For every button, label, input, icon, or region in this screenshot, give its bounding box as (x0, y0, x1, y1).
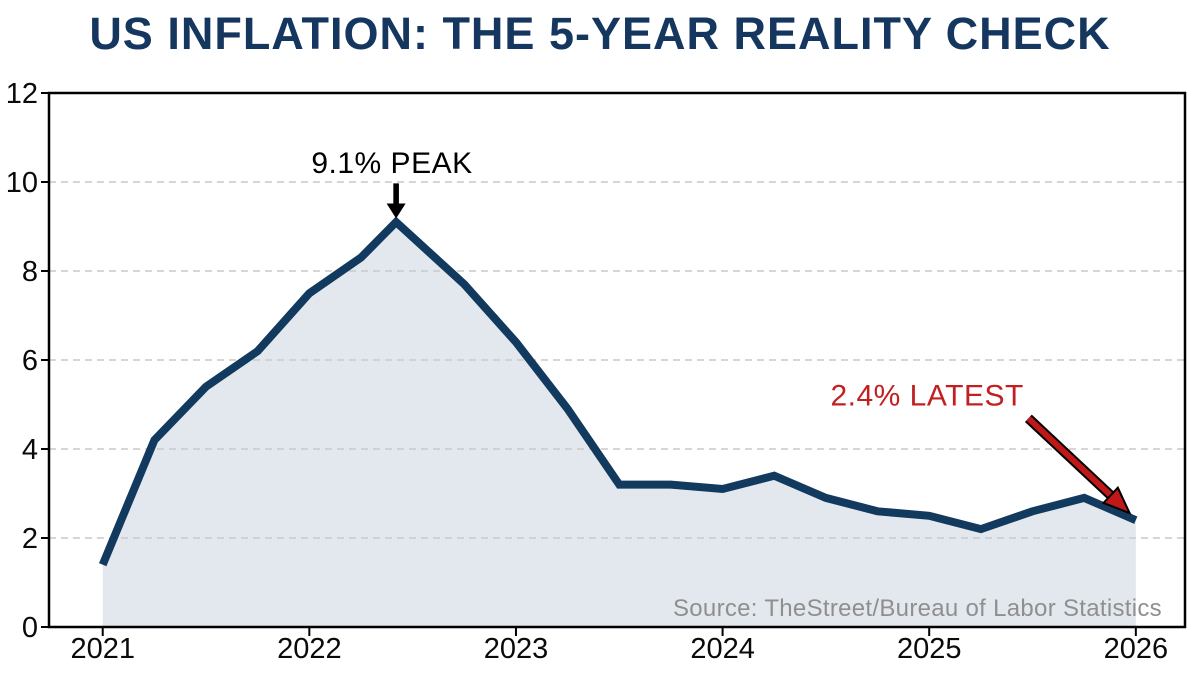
x-tick-label: 2022 (277, 633, 342, 665)
peak-annotation: 9.1% PEAK (311, 147, 472, 219)
data-line-layer (99, 216, 1138, 567)
y-tick-label: 0 (22, 612, 38, 644)
plot-frame (47, 91, 1187, 629)
y-tick-label: 6 (22, 345, 38, 377)
diagonal-arrow-icon (1026, 416, 1115, 500)
gridline-layer (49, 181, 1185, 539)
inflation-area-fill (102, 222, 1136, 627)
x-tick-label: 2026 (1104, 633, 1169, 665)
axis-tick-layer: 0 2 4 6 8 10 12 2021 2022 2023 2024 2025 2026 (6, 78, 1168, 665)
y-tick-label: 4 (22, 434, 38, 466)
y-tick-label: 12 (6, 78, 38, 110)
y-tick-label: 10 (6, 167, 38, 199)
source-credit: Source: TheStreet/Bureau of Labor Statis… (673, 595, 1162, 622)
inflation-line (99, 216, 1138, 567)
chart-title: US INFLATION: THE 5-YEAR REALITY CHECK (89, 8, 1111, 59)
latest-annotation: 2.4% LATEST (830, 379, 1132, 515)
x-tick-label: 2025 (897, 633, 962, 665)
y-tick-label: 8 (22, 256, 38, 288)
x-tick-label: 2024 (690, 633, 755, 665)
x-tick-label: 2021 (70, 633, 135, 665)
peak-annotation-label: 9.1% PEAK (311, 147, 472, 180)
y-tick-label: 2 (22, 523, 38, 555)
x-tick-label: 2023 (484, 633, 549, 665)
latest-annotation-label: 2.4% LATEST (830, 379, 1023, 412)
down-arrow-icon (386, 183, 406, 219)
diagonal-arrow-head (1101, 485, 1132, 515)
area-fill-layer (102, 222, 1136, 627)
